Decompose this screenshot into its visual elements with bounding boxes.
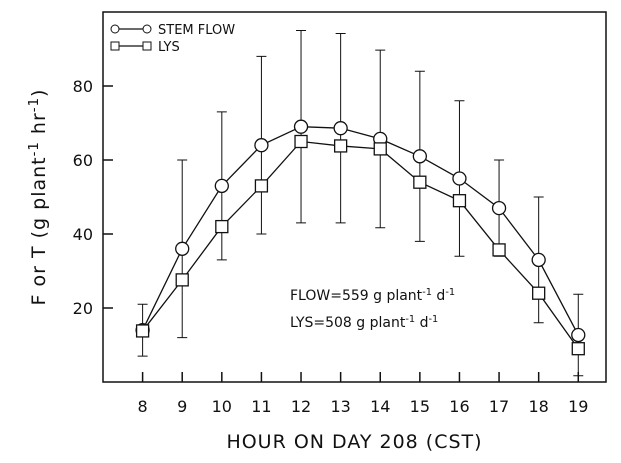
marker (452, 194, 467, 208)
marker (571, 327, 586, 343)
marker (175, 273, 189, 287)
x-tick-label: 14 (370, 397, 390, 416)
plot-frame (102, 11, 607, 383)
x-axis-label: HOUR ON DAY 208 (CST) (226, 431, 482, 453)
legend-marker (110, 41, 120, 51)
marker (452, 171, 467, 186)
text-part: d (432, 288, 445, 304)
annotation: LYS=508 g plant-1 d-1 (290, 314, 438, 332)
marker (214, 178, 229, 194)
text-part: -1 (428, 314, 438, 325)
marker (491, 200, 507, 216)
marker (215, 219, 229, 234)
text-part: -1 (422, 287, 432, 298)
marker (254, 179, 269, 193)
text-part: hr (28, 112, 50, 141)
y-axis-label: F or T (g plant-1 hr-1) (27, 89, 51, 306)
x-tick-label: 13 (330, 397, 350, 416)
series-line (142, 126, 579, 336)
annotation: FLOW=559 g plant-1 d-1 (290, 287, 455, 305)
marker (531, 252, 546, 268)
legend-marker (142, 24, 152, 34)
x-tick-label: 9 (177, 397, 187, 416)
y-tick-label: 40 (73, 225, 93, 244)
marker (413, 175, 427, 189)
text-part: -1 (405, 314, 415, 325)
text-part: d (415, 315, 428, 331)
x-tick-label: 11 (251, 397, 271, 416)
y-tick-label: 60 (73, 151, 93, 170)
x-tick-label: 12 (291, 397, 311, 416)
marker (135, 324, 150, 338)
marker (254, 138, 269, 153)
text-part: -1 (445, 287, 455, 298)
marker (293, 119, 309, 134)
marker (571, 342, 585, 356)
legend-label: STEM FLOW (158, 23, 235, 38)
text-part: LYS=508 g plant (290, 315, 406, 331)
legend-marker (110, 24, 120, 34)
series-line (142, 140, 579, 350)
x-tick-label: 19 (568, 397, 588, 416)
text-part: FLOW=559 g plant (290, 288, 423, 304)
text-part: -1 (27, 141, 42, 156)
legend-label: LYS (158, 40, 180, 55)
x-tick-label: 16 (449, 397, 469, 416)
x-tick-label: 18 (528, 397, 548, 416)
text-part: ) (28, 89, 50, 97)
legend-marker (142, 41, 152, 51)
marker (175, 241, 190, 256)
marker (412, 149, 428, 164)
marker (333, 139, 348, 153)
marker (532, 286, 546, 300)
marker (333, 121, 348, 136)
y-tick-label: 20 (73, 299, 93, 318)
x-tick-label: 17 (489, 397, 509, 416)
text-part: -1 (27, 97, 42, 112)
text-part: F or T (g plant (28, 156, 50, 305)
marker (492, 243, 506, 257)
marker (294, 134, 308, 149)
x-tick-label: 8 (138, 397, 148, 416)
y-tick-label: 80 (73, 77, 93, 96)
x-tick-label: 10 (212, 397, 232, 416)
marker (373, 142, 387, 156)
x-tick-label: 15 (410, 397, 430, 416)
